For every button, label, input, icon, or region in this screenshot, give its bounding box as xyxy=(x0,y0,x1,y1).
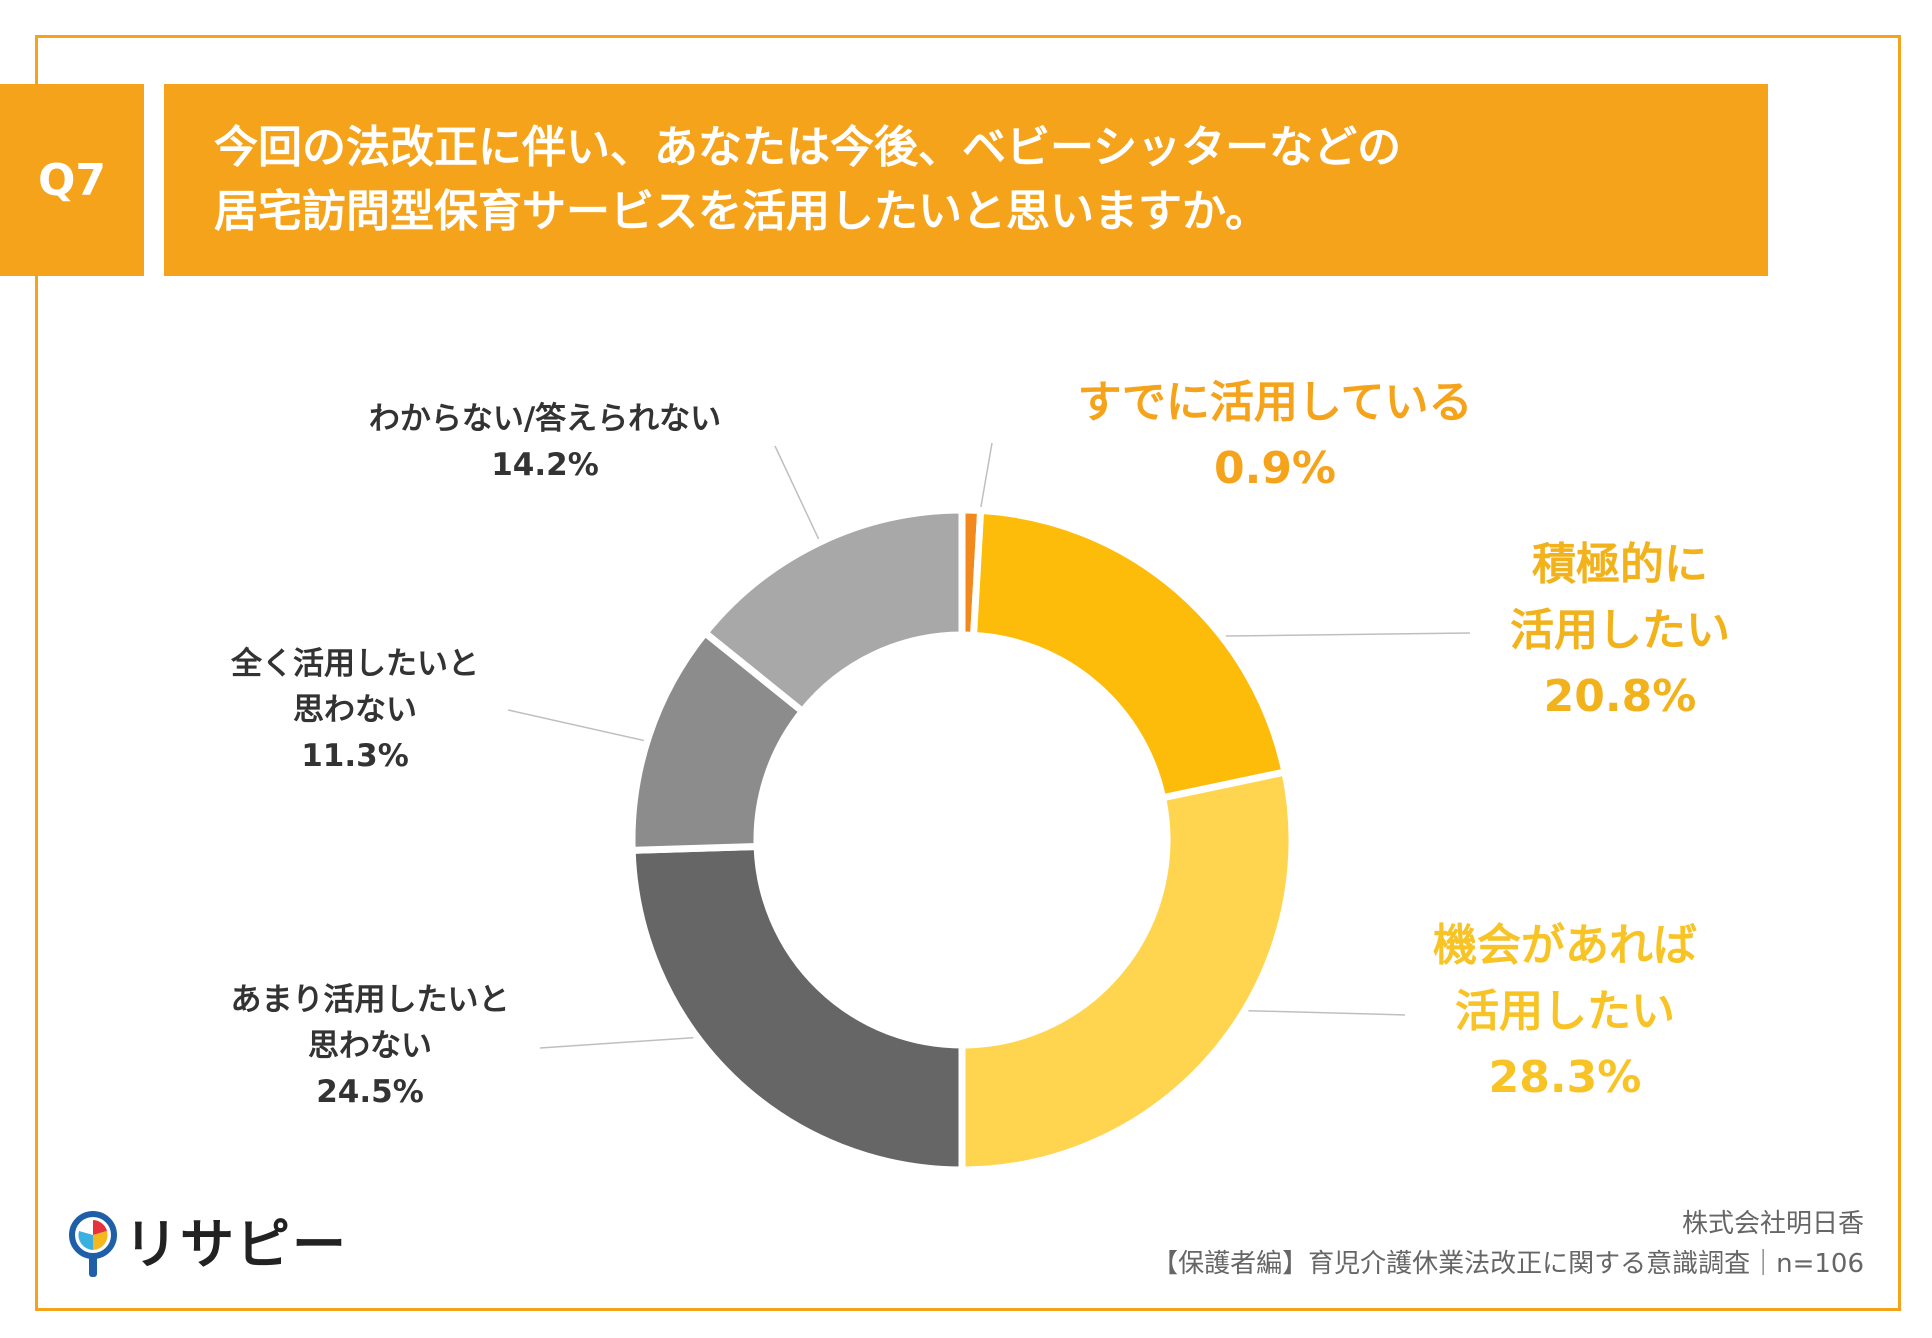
label-already-using: すでに活用している 0.9% xyxy=(1030,370,1520,502)
footer-survey: 【保護者編】育児介護休業法改正に関する意識調査｜n=106 xyxy=(1152,1249,1864,1279)
question-number-badge: Q7 xyxy=(0,84,144,276)
footer-company: 株式会社明日香 xyxy=(1681,1209,1864,1239)
question-number: Q7 xyxy=(37,154,107,206)
label-not-much-line-2: 思わない xyxy=(308,1028,432,1064)
label-dont-know-value: 14.2% xyxy=(491,447,599,483)
question-title: 今回の法改正に伴い、あなたは今後、ベビーシッターなどの 居宅訪問型保育サービスを… xyxy=(164,84,1768,276)
label-not-much-line-1: あまり活用したいと xyxy=(230,982,510,1018)
slice-actively-want xyxy=(970,507,1289,802)
label-dont-know: わからない/答えられない 14.2% xyxy=(340,396,750,488)
donut-slices xyxy=(628,506,1296,1174)
label-actively-want-value: 20.8% xyxy=(1543,671,1697,722)
slice-dont-know xyxy=(701,506,966,715)
label-not-at-all-value: 11.3% xyxy=(301,738,409,774)
question-title-line-1: 今回の法改正に伴い、あなたは今後、ベビーシッターなどの xyxy=(214,122,1402,173)
label-already-using-value: 0.9% xyxy=(1213,443,1337,494)
slice-not-much xyxy=(628,842,966,1174)
slide-frame xyxy=(35,35,1901,1311)
label-already-using-text: すでに活用している xyxy=(1077,377,1473,428)
label-dont-know-text: わからない/答えられない xyxy=(368,401,722,437)
question-title-line-2: 居宅訪問型保育サービスを活用したいと思いますか。 xyxy=(214,186,1270,237)
label-not-much: あまり活用したいと 思わない 24.5% xyxy=(200,977,540,1115)
label-not-at-all: 全く活用したいと 思わない 11.3% xyxy=(200,641,510,779)
label-not-much-value: 24.5% xyxy=(316,1074,424,1110)
label-actively-want-line-1: 積極的に xyxy=(1532,539,1708,590)
label-not-at-all-line-1: 全く活用したいと xyxy=(231,646,479,682)
label-if-opportunity: 機会があれば 活用したい 28.3% xyxy=(1395,913,1735,1111)
label-if-opportunity-line-2: 活用したい xyxy=(1455,986,1675,1037)
slice-if-opportunity xyxy=(958,768,1296,1174)
label-if-opportunity-line-1: 機会があれば xyxy=(1433,920,1697,971)
label-if-opportunity-value: 28.3% xyxy=(1488,1052,1642,1103)
label-actively-want: 積極的に 活用したい 20.8% xyxy=(1480,532,1760,730)
label-not-at-all-line-2: 思わない xyxy=(293,692,417,728)
logo-text: リサピー xyxy=(124,1213,348,1276)
label-actively-want-line-2: 活用したい xyxy=(1510,605,1730,656)
magnifier-pin-icon xyxy=(69,1211,117,1277)
